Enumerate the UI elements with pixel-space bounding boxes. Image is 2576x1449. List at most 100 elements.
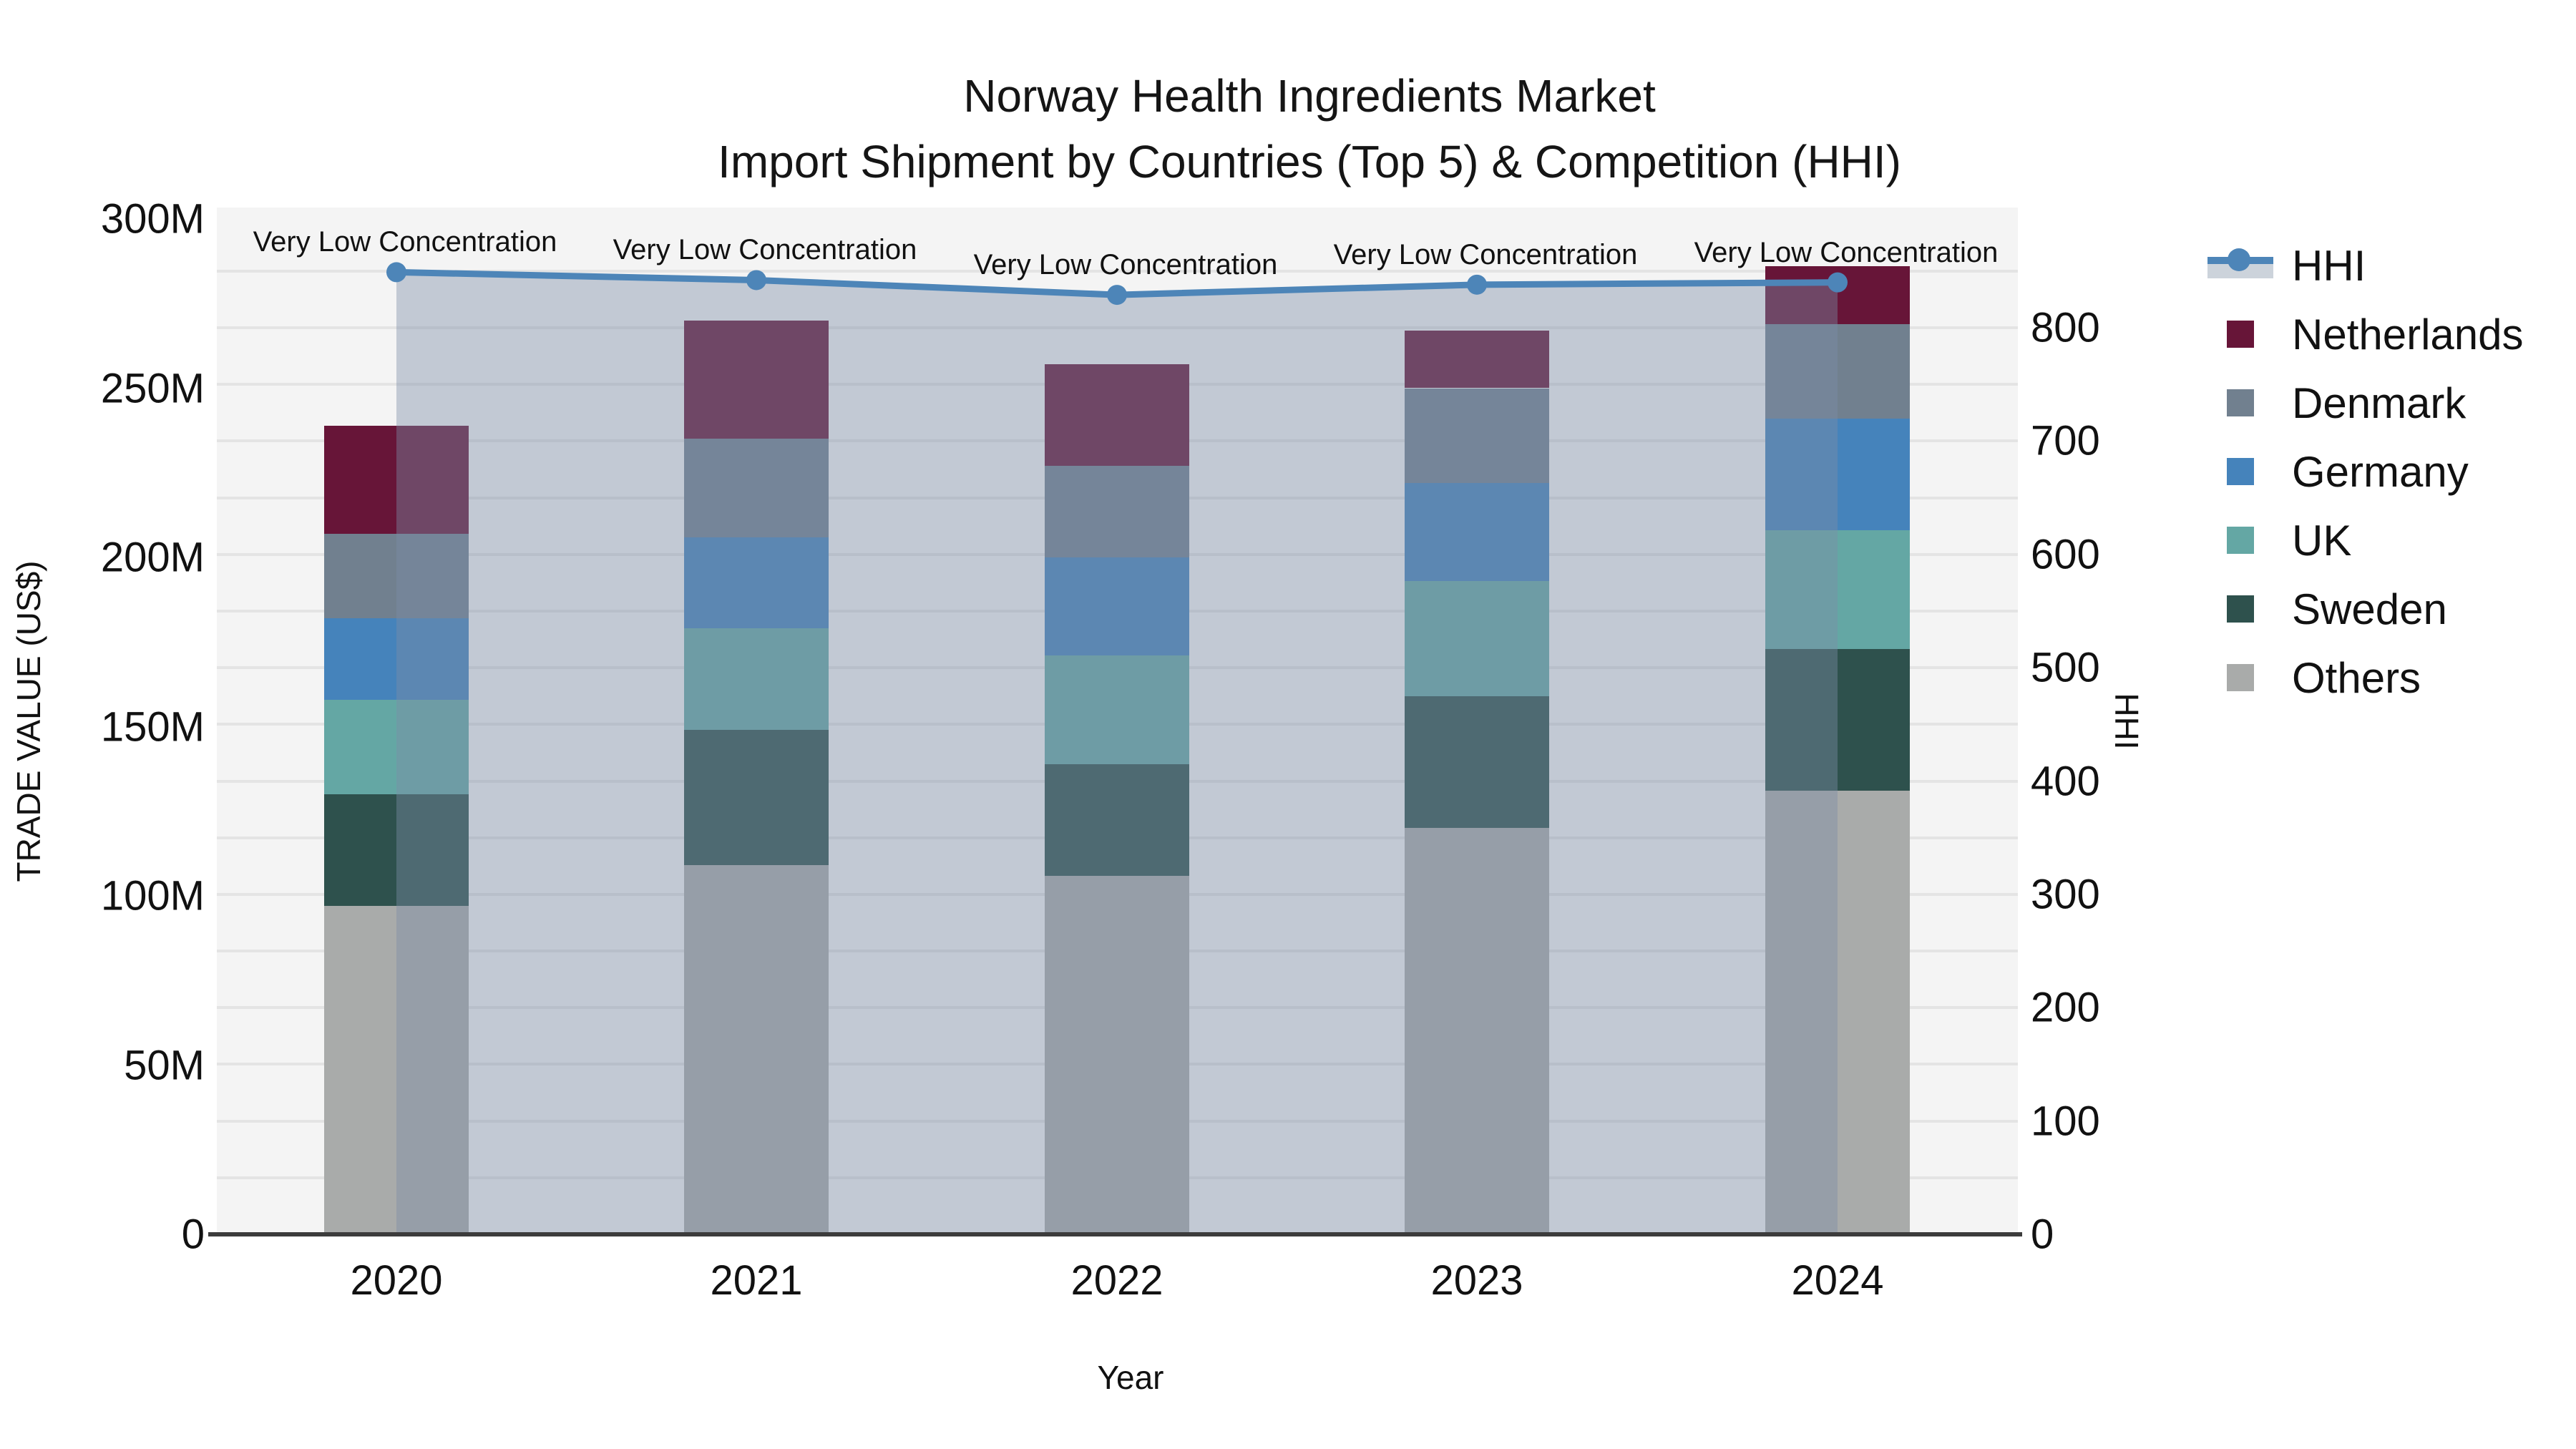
- y-right-tick-label: 300: [2031, 871, 2100, 918]
- legend: HHI Netherlands Denmark Germany UK Sweden Othe…: [2207, 231, 2524, 712]
- bar-segment-uk-2020: [324, 699, 469, 795]
- y-right-tick-label: 100: [2031, 1098, 2100, 1145]
- bar-segment-uk-2022: [1045, 655, 1189, 764]
- bar-segment-denmark-2020: [324, 533, 469, 619]
- bar-segment-others-2020: [324, 906, 469, 1234]
- bar-segment-sweden-2023: [1405, 696, 1549, 829]
- netherlands-swatch-icon: [2207, 300, 2273, 369]
- hhi-marker-2021: [746, 270, 766, 291]
- legend-item-others: Others: [2207, 643, 2524, 712]
- bar-segment-uk-2024: [1765, 530, 1910, 649]
- y-left-tick-label: 150M: [100, 703, 205, 750]
- y-right-tick-label: 600: [2031, 531, 2100, 578]
- bar-segment-netherlands-2020: [324, 425, 469, 534]
- y-right-tick-label: 800: [2031, 304, 2100, 351]
- annotation-2020: Very Low Concentration: [253, 226, 557, 258]
- bar-segment-denmark-2024: [1765, 323, 1910, 419]
- legend-item-netherlands: Netherlands: [2207, 300, 2524, 369]
- bar-segment-germany-2022: [1045, 557, 1189, 656]
- bar-segment-others-2021: [684, 865, 829, 1234]
- bar-segment-netherlands-2021: [684, 320, 829, 439]
- bar-segment-denmark-2023: [1405, 388, 1549, 483]
- x-tick-label: 2022: [1070, 1257, 1163, 1304]
- bar-segment-denmark-2022: [1045, 466, 1189, 557]
- x-tick-label: 2023: [1430, 1257, 1523, 1304]
- legend-color-square: [2227, 595, 2254, 623]
- legend-item-denmark: Denmark: [2207, 369, 2524, 437]
- y-left-tick-label: 200M: [100, 534, 205, 581]
- bar-segment-sweden-2020: [324, 794, 469, 907]
- bar-segment-germany-2024: [1765, 419, 1910, 531]
- bar-segment-sweden-2022: [1045, 763, 1189, 876]
- legend-item-uk: UK: [2207, 506, 2524, 575]
- uk-swatch-icon: [2207, 506, 2273, 575]
- x-tick-label: 2020: [350, 1257, 443, 1304]
- hhi-area-fill: [396, 272, 1838, 1234]
- denmark-swatch-icon: [2207, 369, 2273, 437]
- annotation-2021: Very Low Concentration: [613, 234, 917, 266]
- hhi-marker-2022: [1107, 285, 1127, 306]
- x-tick-label: 2021: [710, 1257, 803, 1304]
- y-left-tick-label: 50M: [124, 1042, 205, 1088]
- bar-segment-netherlands-2023: [1405, 331, 1549, 389]
- y-left-tick-label: 100M: [100, 872, 205, 919]
- legend-label: Netherlands: [2292, 310, 2524, 358]
- legend-label: Others: [2292, 653, 2421, 702]
- legend-color-square: [2227, 527, 2254, 554]
- bar-segment-sweden-2021: [684, 730, 829, 866]
- y-right-tick-label: 200: [2031, 984, 2100, 1031]
- bar-segment-others-2024: [1765, 791, 1910, 1234]
- others-swatch-icon: [2207, 643, 2273, 712]
- annotation-2024: Very Low Concentration: [1694, 236, 1999, 268]
- gridline: [217, 269, 2018, 273]
- bar-segment-sweden-2024: [1765, 648, 1910, 791]
- bar-segment-others-2023: [1405, 828, 1549, 1234]
- bar-segment-denmark-2021: [684, 439, 829, 537]
- bar-segment-uk-2021: [684, 628, 829, 731]
- sweden-swatch-icon: [2207, 575, 2273, 643]
- chart-title: Norway Health Ingredients Market Import …: [0, 63, 2576, 195]
- y-right-tick-label: 500: [2031, 644, 2100, 691]
- legend-label: Sweden: [2292, 585, 2447, 633]
- legend-label: HHI: [2292, 241, 2366, 290]
- annotation-2022: Very Low Concentration: [973, 249, 1278, 281]
- germany-swatch-icon: [2207, 437, 2273, 506]
- bar-segment-uk-2023: [1405, 581, 1549, 696]
- x-axis-spine: [208, 1232, 2022, 1236]
- legend-label: Germany: [2292, 447, 2469, 496]
- y-left-tick-label: 300M: [100, 195, 205, 243]
- bar-segment-netherlands-2022: [1045, 364, 1189, 467]
- y-right-tick-label: 400: [2031, 758, 2100, 804]
- hhi-line-swatch-icon: [2207, 231, 2273, 300]
- bar-segment-germany-2020: [324, 618, 469, 700]
- legend-color-square: [2227, 664, 2254, 691]
- annotation-2023: Very Low Concentration: [1333, 238, 1638, 270]
- bar-segment-germany-2023: [1405, 482, 1549, 582]
- legend-color-square: [2227, 389, 2254, 416]
- chart-title-line2: Import Shipment by Countries (Top 5) & C…: [718, 136, 1901, 187]
- hhi-marker-2020: [386, 262, 406, 283]
- legend-item-hhi: HHI: [2207, 231, 2524, 300]
- bar-segment-others-2022: [1045, 875, 1189, 1234]
- bar-segment-germany-2021: [684, 537, 829, 629]
- hhi-marker-2023: [1467, 274, 1487, 295]
- legend-color-square: [2227, 458, 2254, 485]
- hhi-marker-swatch: [2228, 248, 2250, 271]
- legend-item-sweden: Sweden: [2207, 575, 2524, 643]
- legend-label: UK: [2292, 516, 2352, 565]
- chart-title-line1: Norway Health Ingredients Market: [963, 70, 1656, 122]
- y-right-tick-label: 0: [2031, 1211, 2054, 1258]
- y-left-axis-title: TRADE VALUE (US$): [10, 560, 47, 882]
- legend-item-germany: Germany: [2207, 437, 2524, 506]
- legend-label: Denmark: [2292, 379, 2467, 427]
- hhi-marker-2024: [1828, 272, 1848, 293]
- x-tick-label: 2024: [1791, 1257, 1884, 1304]
- y-left-tick-label: 0: [181, 1211, 205, 1258]
- legend-color-square: [2227, 321, 2254, 348]
- x-axis-title: Year: [1097, 1359, 1164, 1396]
- y-left-tick-label: 250M: [100, 365, 205, 411]
- gridline: [217, 326, 2018, 329]
- y-right-axis-title: HHI: [2108, 692, 2145, 750]
